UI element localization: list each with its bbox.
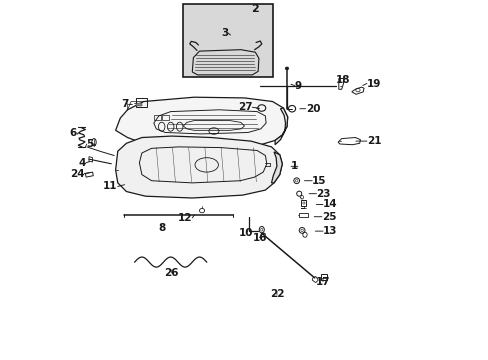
- Text: 9: 9: [294, 81, 302, 91]
- Polygon shape: [115, 136, 282, 198]
- Text: 11: 11: [103, 181, 118, 192]
- Text: 7: 7: [121, 99, 128, 109]
- Text: 21: 21: [366, 136, 381, 146]
- Polygon shape: [115, 97, 287, 147]
- Text: 4: 4: [79, 158, 86, 168]
- Ellipse shape: [285, 67, 288, 70]
- Text: 22: 22: [269, 289, 284, 300]
- Text: 2: 2: [251, 4, 259, 14]
- Text: 24: 24: [69, 168, 84, 179]
- Text: 3: 3: [221, 28, 228, 38]
- Text: 8: 8: [158, 222, 165, 233]
- Text: 5: 5: [86, 139, 93, 149]
- Text: 19: 19: [366, 78, 381, 89]
- Text: 6: 6: [70, 128, 77, 138]
- Text: 23: 23: [316, 189, 330, 199]
- Polygon shape: [275, 108, 287, 145]
- Text: 18: 18: [336, 75, 350, 85]
- Text: 17: 17: [315, 276, 329, 287]
- Text: 13: 13: [322, 226, 337, 236]
- Text: 27: 27: [237, 102, 252, 112]
- Text: 20: 20: [305, 104, 320, 114]
- Text: 12: 12: [178, 213, 192, 223]
- Text: 14: 14: [322, 199, 337, 210]
- Text: 15: 15: [311, 176, 326, 186]
- Text: 16: 16: [252, 233, 266, 243]
- FancyBboxPatch shape: [183, 4, 273, 77]
- Text: 10: 10: [239, 228, 253, 238]
- Polygon shape: [271, 152, 282, 183]
- Text: 1: 1: [290, 161, 297, 171]
- Text: 26: 26: [164, 268, 179, 278]
- Text: 25: 25: [321, 212, 336, 222]
- Bar: [136, 103, 141, 106]
- Bar: [136, 98, 146, 107]
